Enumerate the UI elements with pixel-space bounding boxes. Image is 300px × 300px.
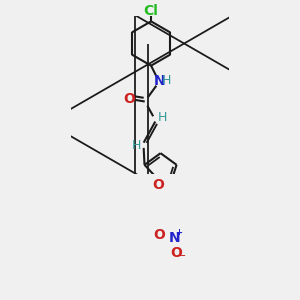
Text: H: H — [158, 111, 167, 124]
Text: Cl: Cl — [144, 4, 158, 18]
Text: O: O — [154, 228, 166, 242]
Text: H: H — [162, 74, 171, 87]
Text: N: N — [154, 74, 165, 88]
Text: H: H — [132, 139, 141, 152]
Text: O: O — [152, 178, 164, 192]
Text: O: O — [170, 246, 182, 260]
Text: O: O — [123, 92, 135, 106]
Text: +: + — [175, 228, 182, 237]
Text: −: − — [177, 251, 186, 261]
Text: N: N — [169, 230, 180, 244]
